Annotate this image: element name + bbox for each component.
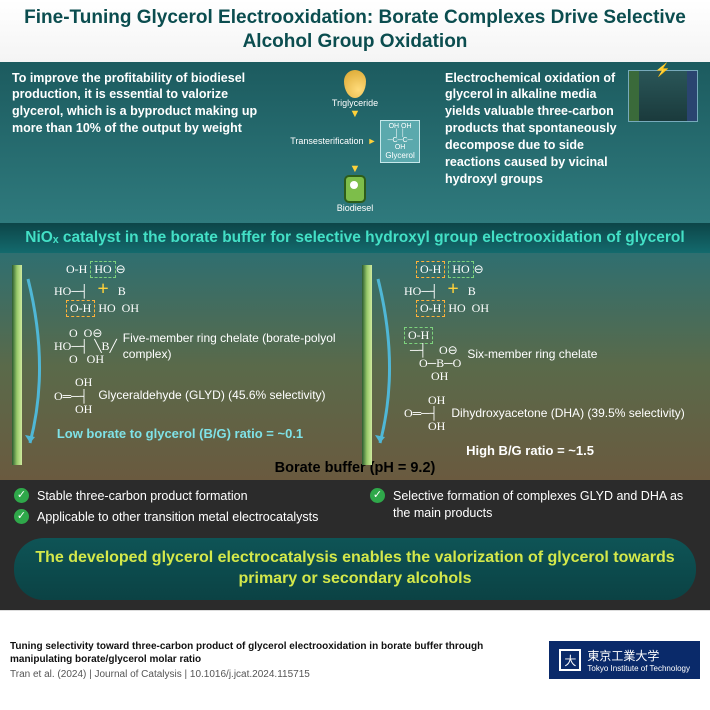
product-label-left: Glyceraldehyde (GLYD) (45.6% selectivity… xyxy=(98,388,325,404)
intro-right: Electrochemical oxidation of glycerol in… xyxy=(445,70,698,213)
mechanism-section: O-H HO⊖ HO─┤ + B O-H HO OH O O⊖ HO─┤ ╲B╱… xyxy=(0,253,710,481)
reaction-arrow-icon xyxy=(24,277,50,447)
arrow-right-icon: ► xyxy=(367,136,376,146)
bullet-section: ✓ Stable three-carbon product formation ✓… xyxy=(0,480,710,538)
biodiesel-diagram: Triglyceride ▼ Transesterification ► OH … xyxy=(275,70,435,213)
product-label-right: Dihydroxyacetone (DHA) (39.5% selectivit… xyxy=(451,406,684,422)
electro-cell-icon: ⚡ xyxy=(628,70,698,122)
product-left: OH O═─┤ OH Glyceraldehyde (GLYD) (45.6% … xyxy=(54,376,348,416)
triglyceride-drop-icon xyxy=(344,70,366,98)
bullet-2: ✓ Applicable to other transition metal el… xyxy=(14,509,340,526)
complex-label-left: Five-member ring chelate (borate-polyol … xyxy=(123,331,348,362)
label-trans: Transesterification xyxy=(290,136,363,146)
logo-mark-icon: 大 xyxy=(559,649,581,671)
glycerol-box: OH OH│ │─C─C─OH Glycerol xyxy=(380,120,419,163)
bullet-3-text: Selective formation of complexes GLYD an… xyxy=(393,488,696,522)
six-ring-struct: O-H ─┤ O⊖ O─B─O OH xyxy=(404,327,461,384)
bullet-2-text: Applicable to other transition metal ele… xyxy=(37,509,318,526)
top-section: To improve the profitability of biodiese… xyxy=(0,62,710,223)
footer: Tuning selectivity toward three-carbon p… xyxy=(0,610,710,710)
title-bar: Fine-Tuning Glycerol Electrooxidation: B… xyxy=(0,0,710,62)
reaction-arrow-icon-2 xyxy=(374,277,400,447)
reactants-left: O-H HO⊖ HO─┤ + B O-H HO OH xyxy=(54,261,348,317)
left-panel: O-H HO⊖ HO─┤ + B O-H HO OH O O⊖ HO─┤ ╲B╱… xyxy=(12,261,348,459)
institution-logo: 大 東京工業大学 Tokyo Institute of Technology xyxy=(549,641,700,679)
citation: Tuning selectivity toward three-carbon p… xyxy=(10,640,539,681)
arrow-down-icon-2: ▼ xyxy=(350,163,361,175)
right-panel: O-H HO⊖ HO─┤ + B O-H HO OH O-H ─┤ O⊖ O─B… xyxy=(362,261,698,459)
check-icon: ✓ xyxy=(14,488,29,503)
product-right: OH O═─┤ OH Dihydroxyacetone (DHA) (39.5%… xyxy=(404,394,698,434)
biodiesel-pump-icon xyxy=(344,175,366,203)
check-icon: ✓ xyxy=(14,509,29,524)
logo-jp: 東京工業大学 xyxy=(587,647,690,664)
glycerol-struct-2: O-H HO⊖ HO─┤ + B O-H HO OH xyxy=(404,261,489,317)
complex-right: O-H ─┤ O⊖ O─B─O OH Six-member ring chela… xyxy=(404,327,698,384)
check-icon: ✓ xyxy=(370,488,385,503)
reactants-right: O-H HO⊖ HO─┤ + B O-H HO OH xyxy=(404,261,698,317)
glycerol-struct: O-H HO⊖ HO─┤ + B O-H HO OH xyxy=(54,261,139,317)
conclusion-text: The developed glycerol electrocatalysis … xyxy=(34,548,676,590)
citation-ref: Tran et al. (2024) | Journal of Catalysi… xyxy=(10,668,539,681)
dha-struct: OH O═─┤ OH xyxy=(404,394,445,434)
citation-title: Tuning selectivity toward three-carbon p… xyxy=(10,640,539,666)
bullet-col-right: ✓ Selective formation of complexes GLYD a… xyxy=(370,488,696,530)
logo-en: Tokyo Institute of Technology xyxy=(587,664,690,673)
ratio-right: High B/G ratio = ~1.5 xyxy=(362,443,698,458)
electrode-icon-2 xyxy=(362,265,372,465)
bolt-icon: ⚡ xyxy=(655,61,671,79)
main-title: Fine-Tuning Glycerol Electrooxidation: B… xyxy=(10,6,700,54)
buffer-label: Borate buffer (pH = 9.2) xyxy=(12,460,698,476)
panels: O-H HO⊖ HO─┤ + B O-H HO OH O O⊖ HO─┤ ╲B╱… xyxy=(12,261,698,459)
band-text: NiOₓ catalyst in the borate buffer for s… xyxy=(8,229,702,247)
bullet-1: ✓ Stable three-carbon product formation xyxy=(14,488,340,505)
five-ring-struct: O O⊖ HO─┤ ╲B╱ O OH xyxy=(54,327,117,367)
conclusion-wrap: The developed glycerol electrocatalysis … xyxy=(0,538,710,610)
label-triglyceride: Triglyceride xyxy=(332,98,378,108)
ratio-left: Low borate to glycerol (B/G) ratio = ~0.… xyxy=(12,426,348,441)
complex-left: O O⊖ HO─┤ ╲B╱ O OH Five-member ring chel… xyxy=(54,327,348,367)
complex-label-right: Six-member ring chelate xyxy=(467,347,597,363)
label-biodiesel: Biodiesel xyxy=(337,203,374,213)
conclusion-pill: The developed glycerol electrocatalysis … xyxy=(14,538,696,600)
poster-root: Fine-Tuning Glycerol Electrooxidation: B… xyxy=(0,0,710,710)
bullet-col-left: ✓ Stable three-carbon product formation ✓… xyxy=(14,488,340,530)
intro-right-text: Electrochemical oxidation of glycerol in… xyxy=(445,70,620,213)
bullet-1-text: Stable three-carbon product formation xyxy=(37,488,248,505)
arrow-down-icon: ▼ xyxy=(350,108,361,120)
label-glycerol: Glycerol xyxy=(385,151,414,160)
electrode-icon xyxy=(12,265,22,465)
glyd-struct: OH O═─┤ OH xyxy=(54,376,92,416)
catalyst-band: NiOₓ catalyst in the borate buffer for s… xyxy=(0,223,710,253)
intro-left-text: To improve the profitability of biodiese… xyxy=(12,70,265,213)
bullet-3: ✓ Selective formation of complexes GLYD a… xyxy=(370,488,696,522)
